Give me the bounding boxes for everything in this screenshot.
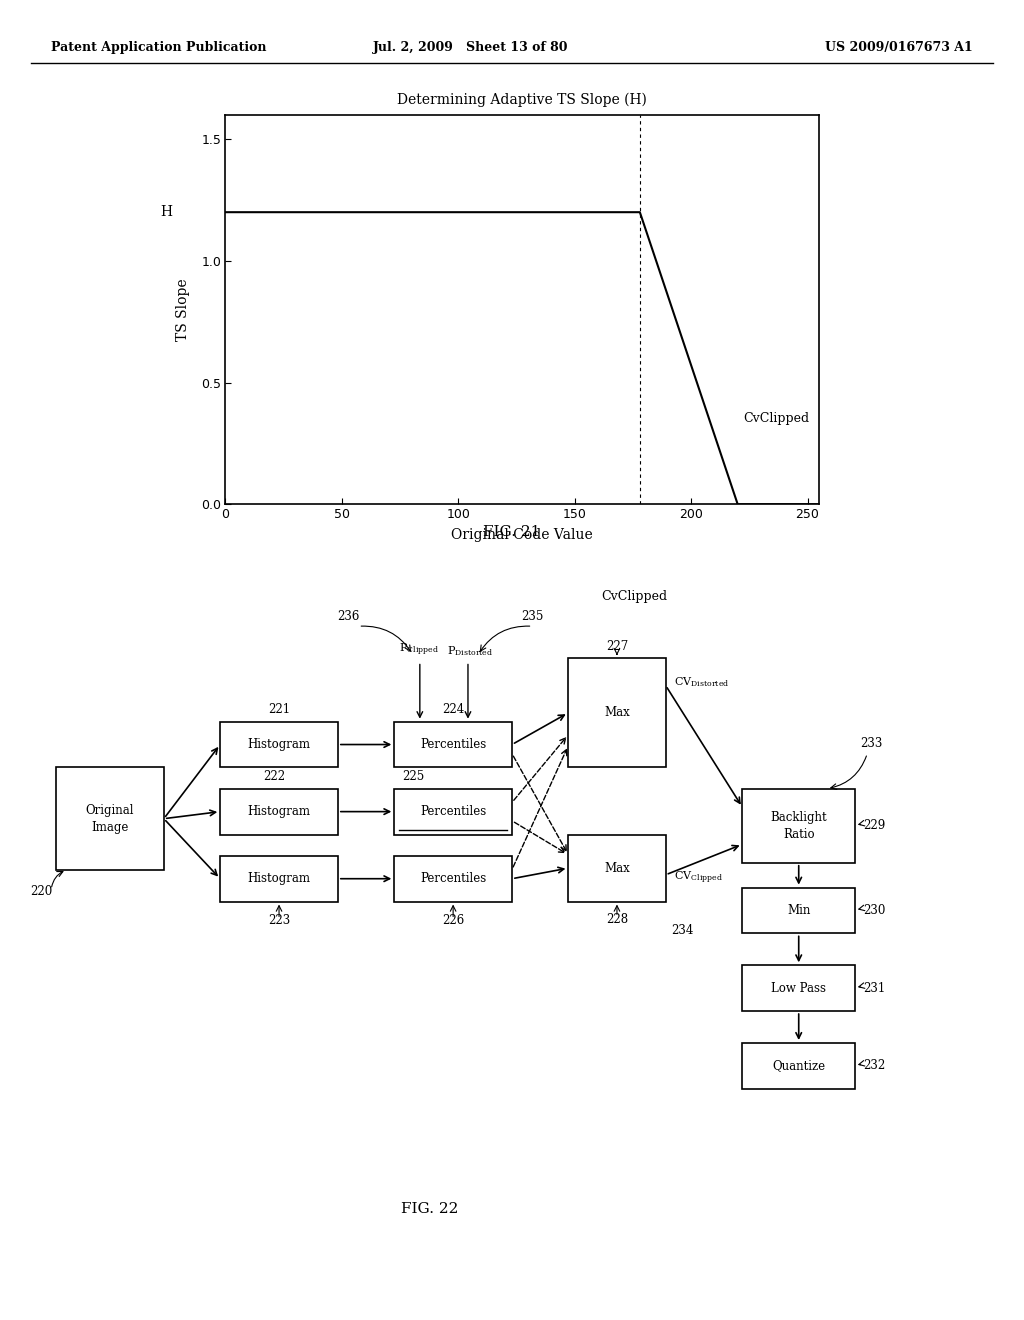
Text: 228: 228 bbox=[606, 913, 628, 925]
FancyBboxPatch shape bbox=[742, 965, 855, 1011]
FancyBboxPatch shape bbox=[220, 788, 338, 834]
Text: Histogram: Histogram bbox=[248, 738, 310, 751]
Text: Quantize: Quantize bbox=[772, 1060, 825, 1072]
Text: FIG. 21: FIG. 21 bbox=[483, 525, 541, 539]
Text: 221: 221 bbox=[268, 704, 290, 717]
Text: 226: 226 bbox=[442, 915, 464, 927]
Text: 236: 236 bbox=[337, 610, 359, 623]
Text: P$_{\mathregular{Distorted}}$: P$_{\mathregular{Distorted}}$ bbox=[447, 644, 494, 657]
FancyBboxPatch shape bbox=[220, 722, 338, 767]
Text: 220: 220 bbox=[30, 884, 52, 898]
Text: 223: 223 bbox=[268, 915, 290, 927]
Text: H: H bbox=[160, 205, 172, 219]
Text: Backlight
Ratio: Backlight Ratio bbox=[770, 810, 827, 841]
Text: CvClipped: CvClipped bbox=[743, 412, 810, 425]
Text: Max: Max bbox=[604, 862, 630, 875]
Text: Percentiles: Percentiles bbox=[420, 738, 486, 751]
Title: Determining Adaptive TS Slope (H): Determining Adaptive TS Slope (H) bbox=[397, 92, 647, 107]
Text: 235: 235 bbox=[521, 610, 544, 623]
X-axis label: Original Code Value: Original Code Value bbox=[452, 528, 593, 543]
Text: 234: 234 bbox=[671, 924, 693, 937]
Text: Low Pass: Low Pass bbox=[771, 982, 826, 995]
FancyBboxPatch shape bbox=[568, 657, 666, 767]
Text: 231: 231 bbox=[863, 982, 886, 995]
FancyBboxPatch shape bbox=[220, 855, 338, 902]
Text: Original
Image: Original Image bbox=[86, 804, 134, 834]
Text: CvClipped: CvClipped bbox=[601, 590, 667, 603]
Text: 227: 227 bbox=[606, 640, 628, 652]
FancyBboxPatch shape bbox=[394, 788, 512, 834]
Text: 233: 233 bbox=[860, 737, 883, 750]
Text: 232: 232 bbox=[863, 1060, 886, 1072]
FancyBboxPatch shape bbox=[568, 834, 666, 902]
Text: 230: 230 bbox=[863, 904, 886, 917]
FancyBboxPatch shape bbox=[394, 855, 512, 902]
Text: Histogram: Histogram bbox=[248, 873, 310, 886]
Text: 224: 224 bbox=[442, 704, 464, 717]
FancyBboxPatch shape bbox=[742, 1043, 855, 1089]
FancyBboxPatch shape bbox=[394, 722, 512, 767]
Text: Histogram: Histogram bbox=[248, 805, 310, 818]
Text: Jul. 2, 2009   Sheet 13 of 80: Jul. 2, 2009 Sheet 13 of 80 bbox=[374, 41, 568, 54]
Text: Min: Min bbox=[787, 904, 810, 917]
Text: FIG. 22: FIG. 22 bbox=[401, 1201, 459, 1216]
Text: 222: 222 bbox=[263, 770, 285, 783]
Text: P$_{\mathregular{Clipped}}$: P$_{\mathregular{Clipped}}$ bbox=[399, 642, 439, 657]
FancyBboxPatch shape bbox=[742, 887, 855, 933]
Text: CV$_{\mathregular{Clipped}}$: CV$_{\mathregular{Clipped}}$ bbox=[674, 870, 723, 886]
Text: CV$_{\mathregular{Distorted}}$: CV$_{\mathregular{Distorted}}$ bbox=[674, 675, 729, 689]
Text: 225: 225 bbox=[402, 770, 425, 783]
Text: US 2009/0167673 A1: US 2009/0167673 A1 bbox=[825, 41, 973, 54]
Text: Patent Application Publication: Patent Application Publication bbox=[51, 41, 266, 54]
Text: 229: 229 bbox=[863, 820, 886, 832]
FancyBboxPatch shape bbox=[742, 788, 855, 863]
Text: Max: Max bbox=[604, 706, 630, 719]
Text: Percentiles: Percentiles bbox=[420, 805, 486, 818]
Y-axis label: TS Slope: TS Slope bbox=[176, 279, 190, 341]
Text: Percentiles: Percentiles bbox=[420, 873, 486, 886]
FancyBboxPatch shape bbox=[56, 767, 164, 870]
